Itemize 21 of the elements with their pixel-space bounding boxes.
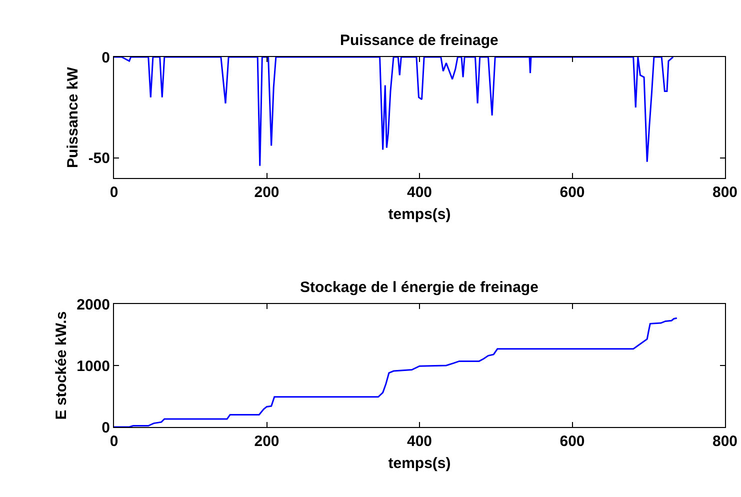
- x-tick-label: 200: [254, 184, 280, 201]
- x-tick-label: 400: [406, 184, 432, 201]
- x-tick-label: 800: [712, 184, 738, 201]
- line-series: [114, 317, 678, 427]
- y-axis-title: Puissance kW: [64, 66, 82, 168]
- x-tick-label: 200: [254, 433, 280, 450]
- x-axis-title: temps(s): [388, 455, 451, 472]
- y-tick-label: 2000: [76, 296, 110, 314]
- x-tick-label: 600: [560, 433, 585, 450]
- chart-title: Puissance de freinage: [340, 32, 498, 49]
- x-tick-label: 600: [560, 184, 585, 201]
- y-tick-label: -50: [88, 150, 110, 168]
- chart-title: Stockage de l énergie de freinage: [300, 279, 538, 296]
- line-series: [114, 57, 674, 167]
- y-tick-label: 1000: [76, 358, 110, 375]
- x-tick-label: 400: [406, 433, 432, 450]
- x-tick-label: 800: [712, 433, 738, 450]
- y-axis-title: E stockée kW.s: [52, 311, 70, 420]
- y-tick-label: 0: [102, 419, 110, 436]
- x-axis-title: temps(s): [388, 206, 451, 223]
- y-tick-label: 0: [102, 49, 110, 66]
